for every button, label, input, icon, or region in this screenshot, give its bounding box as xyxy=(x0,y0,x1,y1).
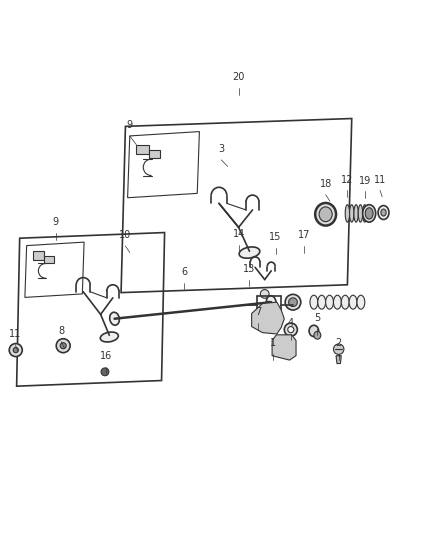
Ellipse shape xyxy=(319,207,332,222)
Circle shape xyxy=(285,294,301,310)
Text: 4: 4 xyxy=(288,318,294,328)
Circle shape xyxy=(56,339,70,353)
Circle shape xyxy=(60,343,66,349)
Ellipse shape xyxy=(318,295,325,309)
Text: 9: 9 xyxy=(53,217,59,227)
Text: 10: 10 xyxy=(119,230,131,240)
Circle shape xyxy=(261,310,277,326)
Text: 1: 1 xyxy=(270,338,276,348)
Polygon shape xyxy=(336,356,341,364)
Ellipse shape xyxy=(345,205,350,222)
Ellipse shape xyxy=(284,323,297,336)
Text: 18: 18 xyxy=(319,179,332,189)
Text: 15: 15 xyxy=(269,232,282,242)
Ellipse shape xyxy=(363,205,376,222)
Ellipse shape xyxy=(239,247,260,258)
Text: 16: 16 xyxy=(100,351,112,361)
Ellipse shape xyxy=(357,295,365,309)
Circle shape xyxy=(265,314,272,321)
Text: 19: 19 xyxy=(359,175,371,185)
Text: 8: 8 xyxy=(58,326,64,336)
Ellipse shape xyxy=(350,205,354,222)
Text: 17: 17 xyxy=(298,230,310,240)
Ellipse shape xyxy=(333,295,341,309)
Ellipse shape xyxy=(358,205,363,222)
Ellipse shape xyxy=(378,206,389,220)
Ellipse shape xyxy=(288,327,294,333)
Ellipse shape xyxy=(266,296,276,309)
Polygon shape xyxy=(252,302,284,334)
Text: 3: 3 xyxy=(218,144,224,154)
Circle shape xyxy=(13,348,18,353)
Circle shape xyxy=(260,289,269,298)
Text: 11: 11 xyxy=(9,329,21,339)
Circle shape xyxy=(333,344,344,354)
Ellipse shape xyxy=(354,205,358,222)
Ellipse shape xyxy=(349,295,357,309)
Text: 5: 5 xyxy=(314,313,320,323)
Circle shape xyxy=(289,298,297,306)
Circle shape xyxy=(101,368,109,376)
Ellipse shape xyxy=(110,312,120,325)
Circle shape xyxy=(9,344,22,357)
Ellipse shape xyxy=(367,205,371,222)
Ellipse shape xyxy=(341,295,349,309)
Bar xyxy=(136,144,149,154)
Ellipse shape xyxy=(365,208,373,219)
Text: 12: 12 xyxy=(341,175,353,184)
Text: 7: 7 xyxy=(255,308,261,318)
Ellipse shape xyxy=(314,332,321,339)
Ellipse shape xyxy=(310,295,318,309)
Polygon shape xyxy=(272,335,296,360)
Text: 11: 11 xyxy=(374,175,386,184)
Ellipse shape xyxy=(381,209,386,216)
Bar xyxy=(44,256,53,263)
Text: 20: 20 xyxy=(233,72,245,83)
Text: 9: 9 xyxy=(127,120,133,130)
Text: 14: 14 xyxy=(233,229,245,239)
Text: 13: 13 xyxy=(244,264,256,274)
Text: 6: 6 xyxy=(181,267,187,277)
Text: 2: 2 xyxy=(336,338,342,348)
Bar xyxy=(33,251,44,260)
Ellipse shape xyxy=(309,325,319,336)
Bar xyxy=(149,150,160,158)
Ellipse shape xyxy=(325,295,333,309)
Ellipse shape xyxy=(315,203,336,225)
Ellipse shape xyxy=(100,332,118,342)
Ellipse shape xyxy=(363,205,367,222)
